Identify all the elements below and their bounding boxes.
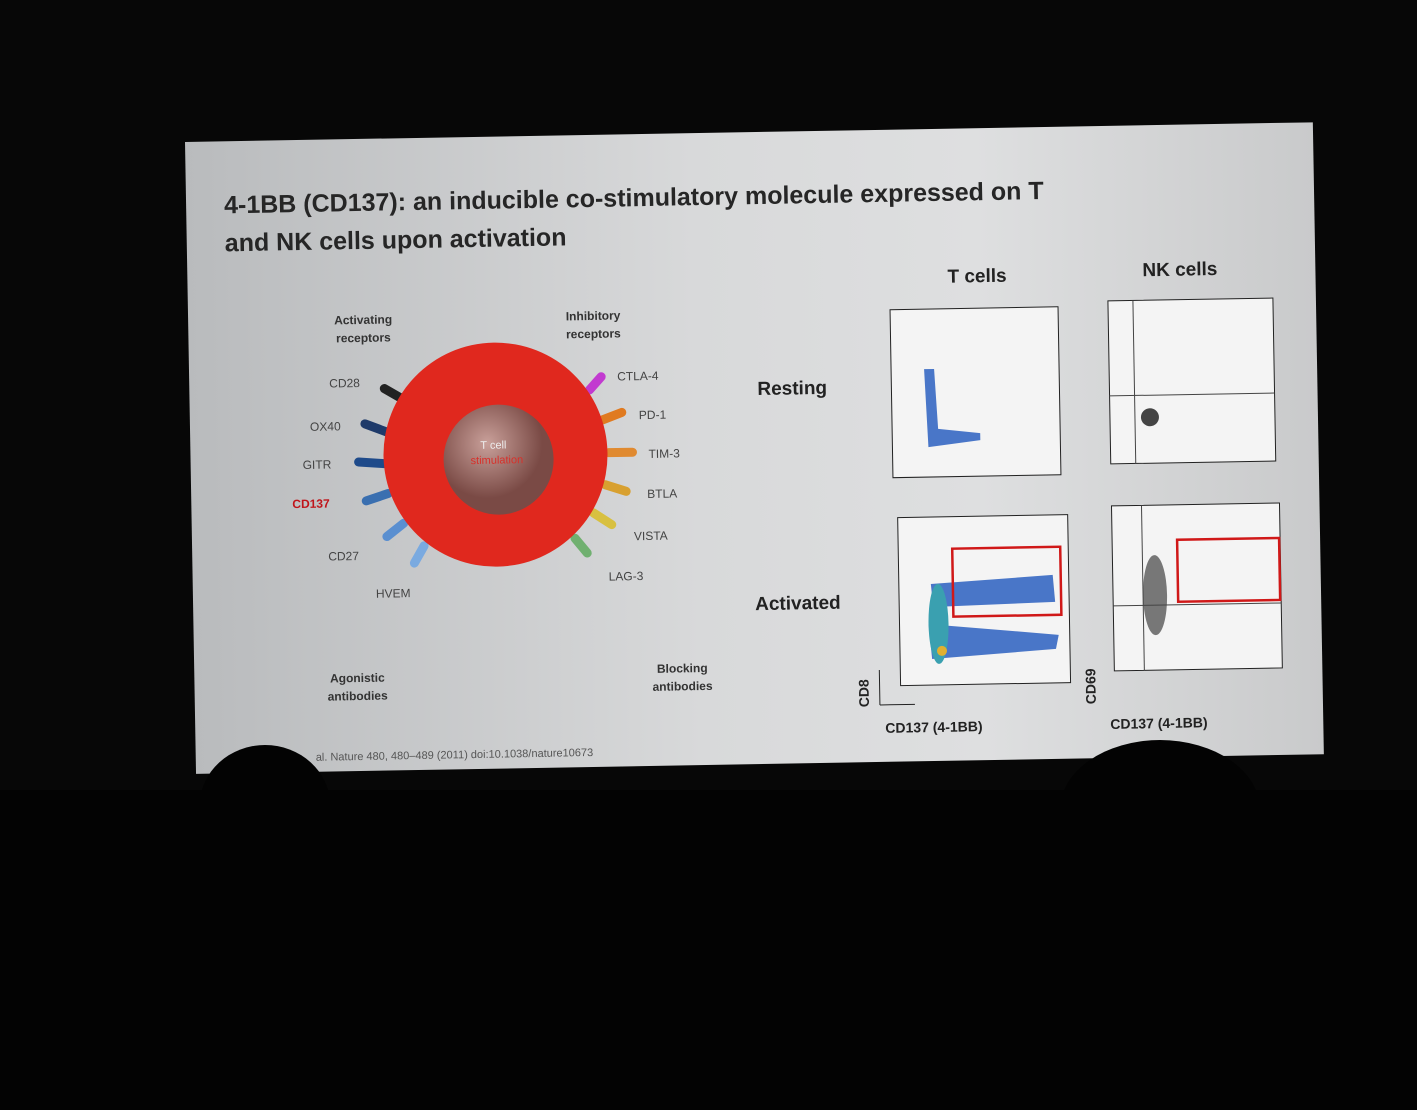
page: 4-1BB (CD137): an inducible co-stimulato… — [0, 0, 1417, 1063]
row-label: Activated — [755, 593, 841, 616]
receptor-label: PD-1 — [639, 408, 667, 422]
column-label: NK cells — [1142, 259, 1217, 282]
activating-header: Activating receptors — [318, 310, 409, 348]
receptor-label: CD137 — [292, 497, 330, 512]
receptor-label: VISTA — [634, 529, 668, 544]
receptor-label: LAG-3 — [609, 569, 644, 584]
axis-label: CD137 (4-1BB) — [1110, 714, 1208, 732]
inhibitory-header: Inhibitory receptors — [548, 306, 639, 344]
slide: 4-1BB (CD137): an inducible co-stimulato… — [185, 122, 1324, 774]
receptor-label: CD27 — [328, 549, 359, 564]
cell-label: T cell — [480, 439, 506, 451]
row-label: Resting — [757, 378, 827, 401]
title-line: and NK cells upon activation — [224, 218, 566, 262]
column-label: T cells — [947, 266, 1007, 289]
receptor-label: TIM-3 — [648, 446, 680, 461]
receptor-label: OX40 — [310, 419, 341, 434]
receptor-label: BTLA — [647, 486, 677, 501]
blocking-label: Blocking antibodies — [637, 659, 728, 697]
axis-label: CD8 — [855, 679, 871, 707]
agonistic-label: Agonistic antibodies — [312, 668, 403, 706]
axis-label: CD137 (4-1BB) — [885, 718, 983, 736]
nucleus-label: stimulation — [471, 454, 524, 467]
axis-label: CD69 — [1082, 668, 1099, 704]
receptor-label: CD28 — [329, 376, 360, 391]
audience — [0, 790, 1417, 1110]
receptor-label: CTLA-4 — [617, 369, 659, 384]
receptor-label: HVEM — [376, 586, 411, 601]
receptor-label: GITR — [303, 457, 332, 471]
